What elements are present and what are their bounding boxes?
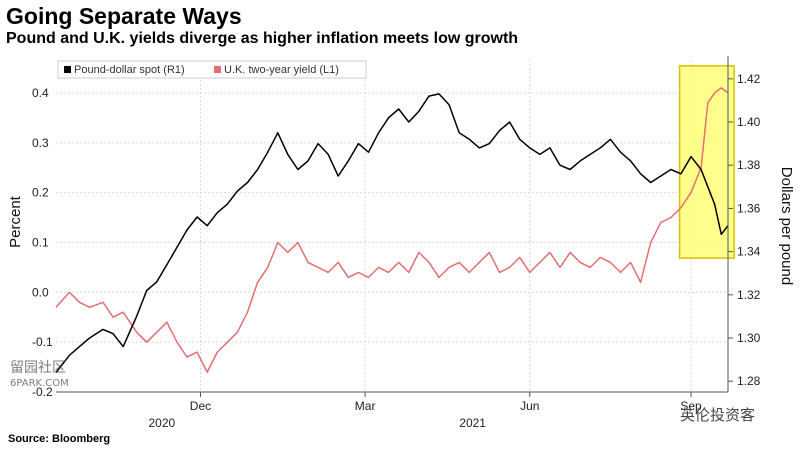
watermark-left-sub: 6PARK.COM (10, 378, 69, 389)
legend: Pound-dollar spot (R1) U.K. two-year yiel… (57, 60, 367, 79)
axes: -0.2 -0.1 0.0 0.1 0.2 0.3 0.4 1.28 1.30 1.32 1.34 1… (32, 56, 761, 430)
right-tick-label: 1.28 (737, 374, 761, 388)
left-tick-label: 0.3 (32, 136, 49, 150)
left-tick-label: 0.1 (32, 235, 49, 249)
x-tick-label: Mar (355, 399, 376, 413)
x-tick-label: Dec (190, 399, 211, 413)
x-tick-label: Sep (680, 399, 702, 413)
x-tick-label: Jun (520, 399, 539, 413)
left-tick-label: 0.0 (32, 285, 49, 299)
left-tick-label: -0.2 (32, 385, 53, 399)
right-tick-label: 1.34 (737, 245, 761, 259)
right-tick-label: 1.30 (737, 331, 761, 345)
x-year-label: 2020 (148, 416, 175, 430)
legend-swatch (214, 66, 221, 73)
left-tick-label: -0.1 (32, 335, 53, 349)
series-line-pound-dollar-spot (55, 93, 729, 374)
legend-label: Pound-dollar spot (R1) (74, 64, 185, 76)
right-tick-label: 1.38 (737, 158, 761, 172)
series-lines (55, 87, 729, 374)
legend-label: U.K. two-year yield (L1) (224, 64, 339, 76)
left-tick-label: 0.2 (32, 186, 49, 200)
watermark-left: 留园社区 (10, 360, 66, 376)
watermark-right: 英伦投资客 (680, 406, 755, 424)
right-tick-label: 1.40 (737, 115, 761, 129)
left-axis-title: Percent (7, 195, 24, 248)
left-tick-label: 0.4 (32, 86, 49, 100)
plot-background (0, 60, 800, 420)
grid (56, 60, 728, 393)
series-line-uk-two-year-yield (55, 87, 729, 373)
source-note: Source: Bloomberg (8, 433, 111, 445)
right-tick-label: 1.32 (737, 288, 761, 302)
legend-swatch (64, 66, 71, 73)
x-year-label: 2021 (459, 416, 486, 430)
legend-box (57, 60, 367, 79)
right-tick-label: 1.36 (737, 201, 761, 215)
right-axis-title: Dollars per pound (778, 167, 795, 285)
right-tick-label: 1.42 (737, 72, 761, 86)
chart-title: Going Separate Ways (6, 3, 242, 29)
chart-subtitle: Pound and U.K. yields diverge as higher … (6, 30, 519, 47)
